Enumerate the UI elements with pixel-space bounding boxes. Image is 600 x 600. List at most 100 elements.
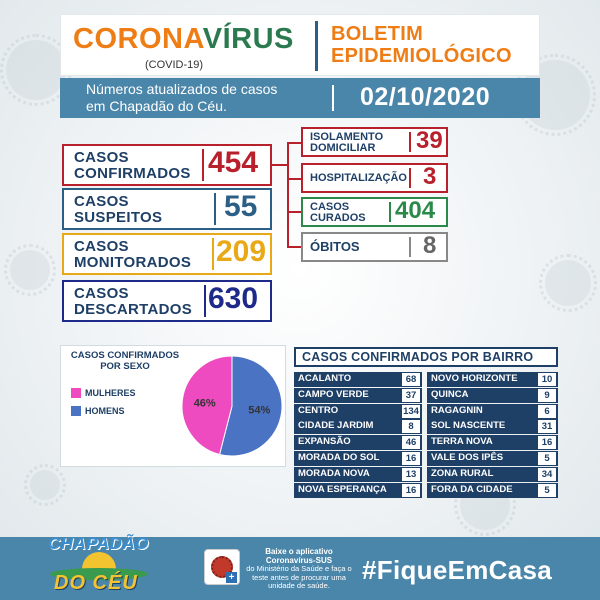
bairro-name: CAMPO VERDE — [298, 388, 369, 400]
plus-icon: + — [226, 572, 237, 583]
title-part-virus: VÍRUS — [202, 23, 294, 55]
isolation-line-1: ISOLAMENTO — [310, 131, 384, 143]
legend-label-women: MULHERES — [85, 388, 136, 398]
sex-chart-card: CASOS CONFIRMADOS POR SEXO MULHERES HOME… — [60, 345, 286, 467]
virus-decoration — [0, 34, 72, 106]
hashtag-text: #FiqueEmCasa — [362, 555, 553, 585]
suspected-cases-box: CASOS SUSPEITOS 55 — [62, 188, 272, 230]
bairro-name: SOL NASCENTE — [431, 420, 506, 432]
monitored-cases-box: CASOS MONITORADOS 209 — [62, 233, 272, 275]
coronavirus-sus-app-icon: + — [204, 549, 240, 585]
monitored-cases-value: 209 — [216, 235, 267, 268]
bulletin-date: 02/10/2020 — [360, 83, 491, 111]
pie-slice-women — [181, 355, 233, 456]
discarded-cases-box: CASOS DESCARTADOS 630 — [62, 280, 272, 322]
bairro-row: VALE DOS IPÊS 5 — [427, 451, 558, 466]
confirmed-cases-value: 454 — [208, 146, 259, 179]
confirmed-line-1: CASOS — [74, 149, 129, 166]
box-separator — [409, 132, 411, 152]
virus-decoration — [539, 254, 597, 312]
confirmed-cases-box: CASOS CONFIRMADOS 454 — [62, 144, 272, 186]
box-separator — [389, 202, 391, 222]
main-title: CORONAVÍRUS — [73, 23, 294, 56]
bulletin-title: BOLETIM EPIDEMIOLÓGICO — [331, 23, 512, 67]
bairro-count: 13 — [402, 467, 420, 481]
bairro-count: 31 — [538, 420, 556, 434]
bairro-name: MORADA NOVA — [298, 467, 370, 479]
title-subtitle: (COVID-19) — [145, 59, 204, 71]
connector-line — [287, 246, 301, 248]
bairro-row: MORADA DO SOL 16 — [294, 451, 422, 466]
header-banner: CORONAVÍRUS (COVID-19) BOLETIM EPIDEMIOL… — [60, 14, 540, 76]
bairro-table-title: CASOS CONFIRMADOS POR BAIRRO — [302, 350, 534, 364]
home-isolation-label: ISOLAMENTO DOMICILIAR — [310, 132, 383, 154]
app-promo-name: Coronavírus-SUS — [265, 555, 333, 565]
deaths-label: ÓBITOS — [310, 239, 360, 254]
cured-line-1: CASOS — [310, 201, 350, 213]
sex-pie-chart: 54% 46% — [181, 355, 283, 457]
bairro-name: EXPANSÃO — [298, 436, 351, 448]
bairro-row: CIDADE JARDIM 8 — [294, 419, 422, 435]
pie-label-men: 54% — [248, 404, 270, 416]
hospitalization-label: HOSPITALIZAÇÃO — [310, 172, 407, 184]
bairro-row: SOL NASCENTE 31 — [427, 419, 558, 435]
box-separator — [214, 193, 216, 225]
discarded-line-2: DESCARTADOS — [74, 301, 193, 318]
bairro-table-header: CASOS CONFIRMADOS POR BAIRRO — [294, 347, 558, 367]
logo-line-2: DO CÉU — [54, 572, 138, 594]
connector-line — [287, 211, 301, 213]
legend-label-men: HOMENS — [85, 406, 125, 416]
suspected-line-1: CASOS — [74, 193, 129, 210]
subheader-divider — [332, 85, 334, 111]
bairro-name: VALE DOS IPÊS — [431, 452, 504, 463]
bairro-count: 5 — [538, 483, 556, 497]
bairro-row: FORA DA CIDADE 5 — [427, 482, 558, 498]
bairro-count: 34 — [538, 467, 556, 481]
bairro-count: 16 — [402, 483, 420, 497]
virus-decoration — [4, 244, 56, 296]
bairro-count: 8 — [402, 420, 420, 434]
box-separator — [212, 238, 214, 270]
bairro-row: QUINCA 9 — [427, 387, 558, 403]
bairro-count: 68 — [402, 373, 420, 386]
bairro-name: NOVA ESPERANÇA — [298, 483, 387, 495]
bairro-count: 16 — [402, 452, 420, 465]
hospitalization-box: HOSPITALIZAÇÃO 3 — [301, 163, 448, 193]
deaths-value: 8 — [423, 232, 437, 259]
connector-line — [287, 142, 289, 246]
connector-line — [287, 178, 301, 180]
subheader-line-2: em Chapadão do Céu. — [86, 98, 227, 114]
discarded-cases-value: 630 — [208, 282, 259, 315]
isolation-line-2: DOMICILIAR — [310, 142, 376, 154]
pie-label-women: 46% — [194, 398, 216, 410]
discarded-cases-label: CASOS DESCARTADOS — [74, 286, 192, 318]
bairro-name: CENTRO — [298, 404, 339, 416]
pie-slice-men — [218, 355, 283, 457]
bairro-count: 6 — [538, 404, 556, 418]
bairro-name: TERRA NOVA — [431, 436, 493, 448]
bairro-count: 134 — [402, 404, 420, 418]
bulletin-line-1: BOLETIM — [331, 23, 424, 45]
header-divider — [315, 21, 318, 71]
bairro-count: 37 — [402, 388, 420, 402]
subheader-bar: Números atualizados de casos em Chapadão… — [60, 78, 540, 118]
bairro-count: 46 — [402, 436, 420, 450]
suspected-line-2: SUSPEITOS — [74, 209, 163, 226]
bairro-count: 5 — [538, 452, 556, 465]
legend-swatch-women — [71, 388, 81, 398]
subheader-text: Números atualizados de casos em Chapadão… — [86, 81, 277, 115]
bairro-row: NOVO HORIZONTE 10 — [427, 372, 558, 387]
app-promo-title: Baixe o aplicativo — [265, 547, 333, 556]
bulletin-line-2: EPIDEMIOLÓGICO — [331, 45, 512, 67]
cured-cases-value: 404 — [395, 197, 436, 224]
connector-line — [272, 164, 288, 166]
bairro-count: 9 — [538, 388, 556, 402]
bairro-row: RAGAGNIN 6 — [427, 403, 558, 419]
app-promo-text: Baixe o aplicativo Coronavírus-SUS do Mi… — [244, 547, 354, 591]
bairro-name: QUINCA — [431, 388, 469, 400]
box-separator — [202, 149, 204, 181]
app-promo-desc: do Ministério da Saúde e faça o teste an… — [246, 564, 352, 590]
bairro-name: RAGAGNIN — [431, 404, 483, 416]
home-isolation-box: ISOLAMENTO DOMICILIAR 39 — [301, 127, 448, 157]
box-separator — [409, 237, 411, 257]
